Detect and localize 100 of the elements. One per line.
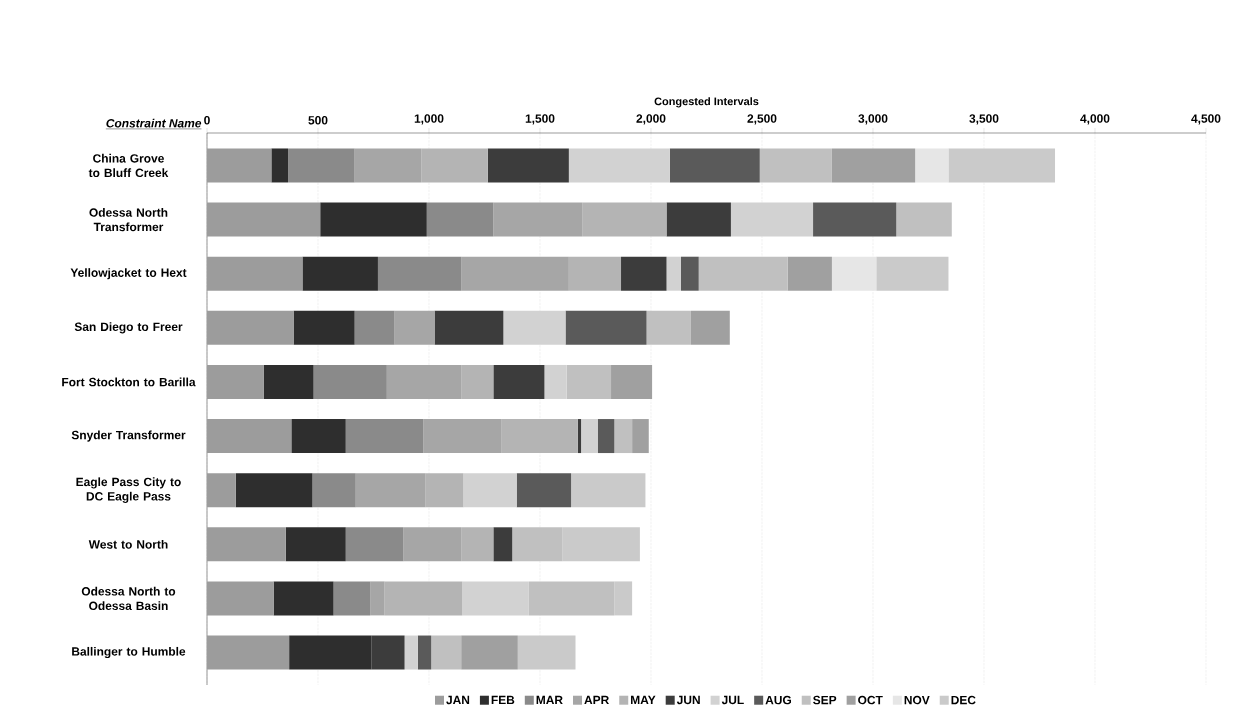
y-tick-label: Ballinger to Humble	[72, 646, 186, 659]
bar	[313, 364, 387, 399]
bar	[354, 310, 395, 345]
bar	[948, 148, 1056, 183]
y-tick-label: Snyder Transformer	[71, 430, 186, 442]
bar	[581, 419, 598, 454]
y-tick-label: West to North	[88, 539, 168, 549]
x-tick-label: 2,000	[636, 114, 666, 125]
bar	[394, 310, 435, 345]
bar	[666, 202, 731, 237]
bar	[355, 473, 426, 508]
bar	[698, 256, 788, 291]
bar	[493, 527, 513, 562]
bar	[423, 419, 502, 454]
bar	[431, 635, 462, 670]
bar	[568, 148, 670, 183]
bar	[289, 635, 372, 670]
y-tick-label: Eagle Pass City to DC Eagle Pass	[76, 477, 181, 503]
legend-label: MAR	[536, 695, 563, 705]
bar	[632, 419, 649, 454]
bar	[461, 635, 518, 670]
bar	[386, 364, 462, 399]
y-tick-label: Yellowjacket to Hext	[70, 268, 187, 280]
y-tick-label: Fort Stockton to Barilla	[62, 377, 196, 387]
legend-label: DEC	[951, 695, 976, 705]
bar	[345, 419, 424, 454]
bar	[787, 256, 832, 291]
legend-label: JAN	[446, 695, 470, 705]
bar	[333, 581, 371, 616]
bar	[915, 148, 949, 183]
legend-label: MAY	[631, 695, 656, 705]
bar	[621, 256, 667, 291]
bar	[501, 419, 578, 454]
bar	[566, 364, 612, 399]
bar	[461, 256, 569, 291]
bar	[417, 635, 432, 670]
bar	[377, 256, 462, 291]
bar	[207, 419, 292, 454]
bar	[462, 581, 529, 616]
bar	[516, 473, 572, 508]
bar	[235, 473, 313, 508]
bar	[302, 256, 378, 291]
bar	[312, 473, 356, 508]
bar	[271, 148, 289, 183]
legend-label: OCT	[858, 695, 883, 705]
bar	[571, 473, 646, 508]
bar	[207, 364, 264, 399]
bar	[690, 310, 730, 345]
x-tick-label: 1,500	[525, 114, 555, 125]
bar	[597, 419, 615, 454]
bar	[730, 202, 814, 237]
x-tick-label: 1,000	[414, 114, 444, 125]
bar	[207, 581, 274, 616]
bar	[461, 527, 494, 562]
x-tick-label: 4,000	[1080, 114, 1110, 125]
bar	[896, 202, 952, 237]
bar	[493, 364, 545, 399]
y-tick-label: San Diego to Freer	[74, 322, 183, 334]
legend-label: FEB	[491, 695, 515, 705]
bar	[666, 256, 681, 291]
bar	[487, 148, 569, 183]
bar	[371, 635, 405, 670]
bar	[273, 581, 334, 616]
bar	[503, 310, 566, 345]
legend-label: SEP	[813, 695, 837, 705]
bar	[426, 202, 494, 237]
bar	[517, 635, 576, 670]
bar	[207, 527, 286, 562]
x-tick-label: 3,500	[969, 114, 999, 125]
bar	[291, 419, 346, 454]
bar	[544, 364, 567, 399]
x-tick-label: 3,000	[858, 114, 888, 125]
bar	[288, 148, 355, 183]
x-axis-title: Congested Intervals	[654, 97, 759, 108]
bar	[425, 473, 464, 508]
bar	[493, 202, 583, 237]
x-tick-label: 2,500	[747, 114, 777, 125]
bar	[207, 310, 294, 345]
legend-label: APR	[584, 695, 609, 705]
y-axis-title: Constraint Name	[106, 118, 202, 128]
bar	[680, 256, 699, 291]
bar	[463, 473, 517, 508]
bar	[293, 310, 355, 345]
bar	[403, 527, 462, 562]
bar	[207, 473, 236, 508]
legend-label: JUL	[721, 695, 744, 705]
bar	[461, 364, 494, 399]
legend-label: NOV	[904, 695, 930, 705]
bar	[611, 364, 653, 399]
bar	[669, 148, 760, 183]
bar	[207, 148, 272, 183]
bar	[421, 148, 488, 183]
bar	[813, 202, 897, 237]
bar	[582, 202, 667, 237]
bar	[646, 310, 691, 345]
bar	[263, 364, 314, 399]
bar	[568, 256, 622, 291]
x-tick-label: 4,500	[1191, 114, 1221, 125]
bar	[759, 148, 832, 183]
y-tick-label: Odessa North to Odessa Basin	[81, 586, 176, 611]
